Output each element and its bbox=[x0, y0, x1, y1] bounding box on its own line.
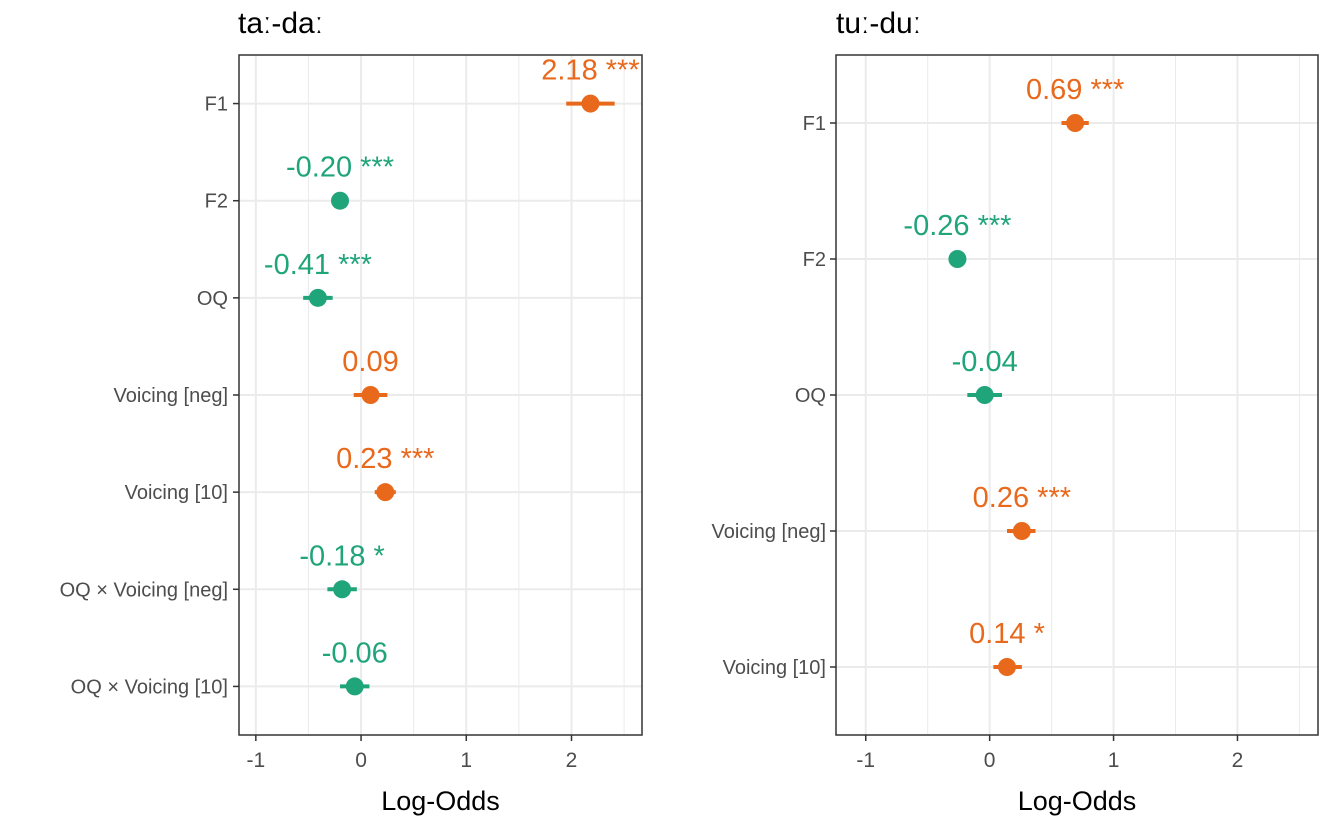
estimate-label: 0.09 bbox=[342, 346, 398, 378]
estimate-point bbox=[331, 191, 350, 210]
estimate-label: 0.69 *** bbox=[1026, 74, 1124, 106]
panel-1: taː-daː -1 0 1 2 Log-Odds F1 2.18 *** F2 -0.20 **… bbox=[60, 7, 643, 816]
estimate-label: -0.41 *** bbox=[264, 249, 372, 281]
x-axis-title: Log-Odds bbox=[381, 786, 500, 816]
panel-title: tuː-duː bbox=[836, 7, 921, 40]
y-tick-label: Voicing [10] bbox=[125, 482, 228, 504]
estimate-point bbox=[1012, 522, 1031, 540]
estimate-label: -0.04 bbox=[952, 346, 1018, 378]
estimate-point bbox=[948, 250, 967, 268]
y-tick-label: Voicing [10] bbox=[723, 657, 826, 679]
x-tick-label: 1 bbox=[1108, 749, 1120, 772]
y-tick-label: Voicing [neg] bbox=[711, 521, 826, 543]
x-tick-label: 0 bbox=[984, 749, 996, 772]
estimate-label: -0.26 *** bbox=[903, 210, 1011, 242]
estimate-point bbox=[361, 386, 380, 404]
y-tick-label: F2 bbox=[803, 249, 826, 271]
x-tick-label: 1 bbox=[460, 749, 472, 772]
estimate-label: 0.14 * bbox=[969, 618, 1045, 650]
estimate-label: -0.18 * bbox=[299, 540, 384, 572]
estimate-point bbox=[975, 386, 994, 404]
y-tick-label: OQ × Voicing [neg] bbox=[60, 579, 228, 601]
y-tick-label: F2 bbox=[205, 191, 228, 213]
estimate-label: 2.18 *** bbox=[541, 55, 639, 87]
x-tick-label: -1 bbox=[856, 749, 875, 772]
estimate-point bbox=[333, 580, 352, 599]
x-tick-label: 2 bbox=[566, 749, 578, 772]
x-tick-label: -1 bbox=[246, 749, 265, 772]
estimate-point bbox=[581, 94, 600, 113]
estimate-label: -0.20 *** bbox=[286, 152, 394, 184]
y-tick-label: F1 bbox=[803, 113, 826, 135]
estimate-label: -0.06 bbox=[322, 637, 388, 669]
panel-2: tuː-duː -1 0 1 2 Log-Odds F1 0.69 *** F2 -0.26 **… bbox=[711, 7, 1319, 816]
x-axis-title: Log-Odds bbox=[1018, 786, 1137, 816]
estimate-point bbox=[1066, 114, 1085, 132]
y-tick-label: OQ bbox=[795, 385, 826, 407]
y-tick-label: OQ × Voicing [10] bbox=[71, 676, 228, 698]
x-tick-label: 0 bbox=[355, 749, 367, 772]
estimate-label: 0.26 *** bbox=[973, 482, 1071, 514]
y-tick-label: F1 bbox=[205, 94, 228, 116]
x-tick-label: 2 bbox=[1232, 749, 1244, 772]
panel-title: taː-daː bbox=[238, 7, 323, 40]
estimate-point bbox=[997, 658, 1016, 676]
estimate-point bbox=[345, 677, 364, 696]
estimate-point bbox=[376, 483, 395, 502]
y-tick-label: Voicing [neg] bbox=[113, 385, 228, 407]
estimate-label: 0.23 *** bbox=[336, 443, 434, 475]
estimate-point bbox=[308, 288, 327, 307]
y-tick-label: OQ bbox=[197, 288, 228, 310]
